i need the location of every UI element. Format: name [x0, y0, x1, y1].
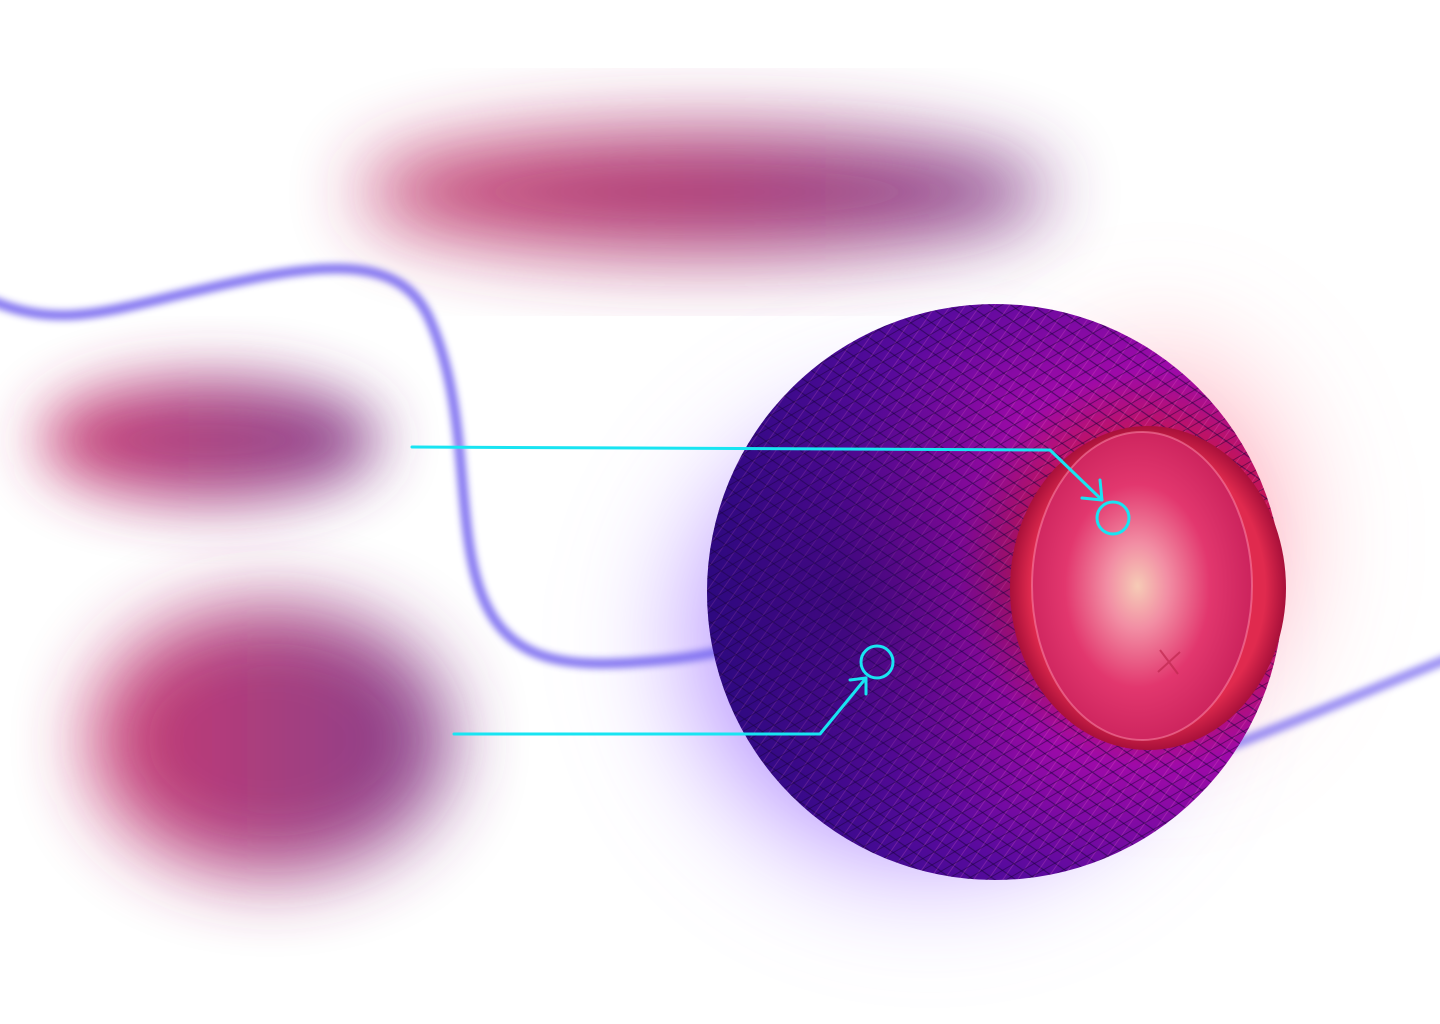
- circle-target-icon: [1095, 500, 1131, 536]
- power-cable: [0, 263, 765, 669]
- power-cable-right: [1215, 656, 1440, 755]
- blurred-bar-top: [360, 130, 1050, 254]
- blurred-blob-left: [40, 378, 380, 502]
- arrowhead: [848, 676, 868, 696]
- touch-surface: [1010, 426, 1286, 750]
- arrowhead: [1080, 478, 1104, 502]
- circle-target-icon: [859, 644, 895, 680]
- mesh-fabric-callout: [452, 644, 895, 736]
- blurred-blob-bottom-left: [90, 605, 450, 875]
- plus-icon: [1157, 649, 1181, 675]
- touch-surface-callout: [410, 445, 1131, 536]
